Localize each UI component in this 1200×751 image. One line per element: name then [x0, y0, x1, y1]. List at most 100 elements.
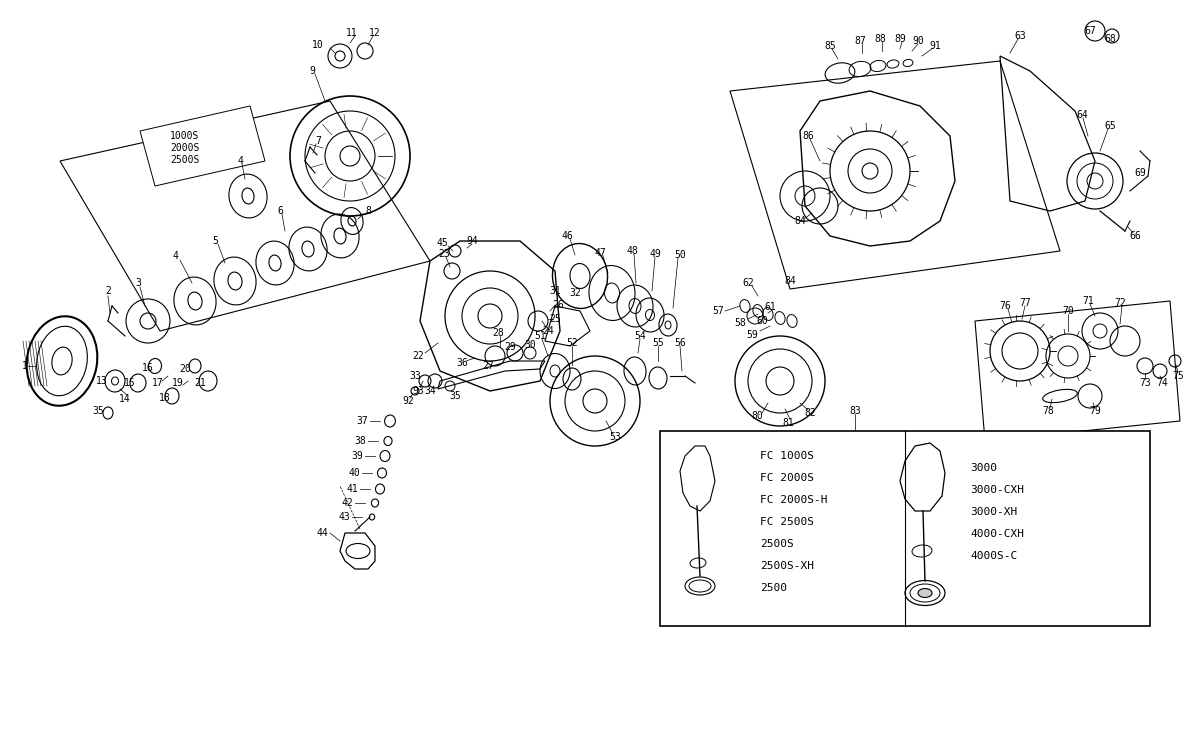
- Text: 86: 86: [802, 131, 814, 141]
- Text: 83: 83: [850, 406, 860, 416]
- Text: 35: 35: [92, 406, 104, 416]
- Polygon shape: [140, 106, 265, 186]
- Text: 39: 39: [352, 451, 362, 461]
- Text: 4: 4: [238, 156, 242, 166]
- Text: FC 2500S: FC 2500S: [760, 517, 814, 527]
- Text: 61: 61: [764, 302, 776, 312]
- Text: 62: 62: [742, 278, 754, 288]
- Text: 76: 76: [1000, 301, 1010, 311]
- Text: 1: 1: [22, 361, 28, 371]
- Text: 24: 24: [542, 326, 554, 336]
- Text: 40: 40: [348, 468, 360, 478]
- Text: 69: 69: [1134, 168, 1146, 178]
- Text: 26: 26: [552, 300, 564, 310]
- Text: 51: 51: [534, 331, 546, 341]
- Text: 59: 59: [746, 330, 758, 340]
- Text: 19: 19: [172, 378, 184, 388]
- Text: 14: 14: [119, 394, 131, 404]
- Text: 92: 92: [402, 396, 414, 406]
- Text: 75: 75: [1172, 371, 1184, 381]
- Text: 90: 90: [912, 36, 924, 46]
- Text: 89: 89: [894, 34, 906, 44]
- Text: 18: 18: [160, 393, 170, 403]
- Text: 88: 88: [874, 34, 886, 44]
- Text: 20: 20: [179, 364, 191, 374]
- Text: 45: 45: [436, 238, 448, 248]
- Text: 78: 78: [1042, 406, 1054, 416]
- Text: 11: 11: [346, 28, 358, 38]
- Text: 77: 77: [1019, 298, 1031, 308]
- Text: 74: 74: [1156, 378, 1168, 388]
- Text: 38: 38: [354, 436, 366, 446]
- Text: 9: 9: [310, 66, 314, 76]
- Text: 21: 21: [194, 378, 206, 388]
- Text: 17: 17: [152, 378, 164, 388]
- Text: 4000-CXH: 4000-CXH: [970, 529, 1024, 539]
- Text: 73: 73: [1139, 378, 1151, 388]
- Text: 31: 31: [550, 286, 560, 296]
- Text: 8: 8: [365, 206, 371, 216]
- Text: 57: 57: [712, 306, 724, 316]
- Text: 10: 10: [312, 40, 324, 50]
- Text: 4000S-C: 4000S-C: [970, 551, 1018, 561]
- Text: 71: 71: [1082, 296, 1094, 306]
- Text: 41: 41: [346, 484, 358, 494]
- Text: 55: 55: [652, 338, 664, 348]
- Text: 28: 28: [492, 328, 504, 338]
- Text: 34: 34: [424, 386, 436, 396]
- Text: 2500S-XH: 2500S-XH: [760, 561, 814, 571]
- Text: 64: 64: [1076, 110, 1088, 120]
- Text: 70: 70: [1062, 306, 1074, 316]
- Text: 94: 94: [466, 236, 478, 246]
- Text: 85: 85: [824, 41, 836, 51]
- Text: 16: 16: [142, 363, 154, 373]
- Text: 47: 47: [594, 248, 606, 258]
- Ellipse shape: [918, 589, 932, 598]
- Text: 36: 36: [456, 358, 468, 368]
- Text: 79: 79: [1090, 406, 1100, 416]
- Text: 93: 93: [412, 386, 424, 396]
- Text: 46: 46: [562, 231, 572, 241]
- Text: 3000-CXH: 3000-CXH: [970, 485, 1024, 495]
- Text: 30: 30: [524, 340, 536, 350]
- Text: 63: 63: [1014, 31, 1026, 41]
- Bar: [660, 431, 1150, 626]
- Text: 13: 13: [96, 376, 108, 386]
- Text: 2500S: 2500S: [760, 539, 793, 549]
- Text: 49: 49: [649, 249, 661, 259]
- Text: 66: 66: [1129, 231, 1141, 241]
- Text: 22: 22: [412, 351, 424, 361]
- Text: FC 2000S: FC 2000S: [760, 473, 814, 483]
- Text: 2000S: 2000S: [170, 143, 199, 153]
- Text: 65: 65: [1104, 121, 1116, 131]
- Text: 60: 60: [756, 316, 768, 326]
- Text: 58: 58: [734, 318, 746, 328]
- Text: 72: 72: [1114, 298, 1126, 308]
- Text: 50: 50: [674, 250, 686, 260]
- Text: 52: 52: [566, 338, 578, 348]
- Text: 67: 67: [1084, 26, 1096, 36]
- Text: FC 1000S: FC 1000S: [760, 451, 814, 461]
- Text: 44: 44: [316, 528, 328, 538]
- Text: 35: 35: [449, 391, 461, 401]
- Text: 3: 3: [136, 278, 140, 288]
- Text: 37: 37: [356, 416, 368, 426]
- Text: 53: 53: [610, 432, 620, 442]
- Text: 3000: 3000: [970, 463, 997, 473]
- Text: 5: 5: [212, 236, 218, 246]
- Text: 6: 6: [277, 206, 283, 216]
- Text: 32: 32: [569, 288, 581, 298]
- Text: 1000S: 1000S: [170, 131, 199, 141]
- Text: 7: 7: [316, 136, 320, 146]
- Text: 80: 80: [751, 411, 763, 421]
- Text: 27: 27: [482, 361, 494, 371]
- Text: 15: 15: [124, 378, 136, 388]
- Text: 23: 23: [438, 249, 450, 259]
- Text: 91: 91: [929, 41, 941, 51]
- Text: 56: 56: [674, 338, 686, 348]
- Text: 84: 84: [794, 216, 806, 226]
- Text: 84: 84: [784, 276, 796, 286]
- Text: 29: 29: [504, 342, 516, 352]
- Text: 3000-XH: 3000-XH: [970, 507, 1018, 517]
- Text: 2500S: 2500S: [170, 155, 199, 165]
